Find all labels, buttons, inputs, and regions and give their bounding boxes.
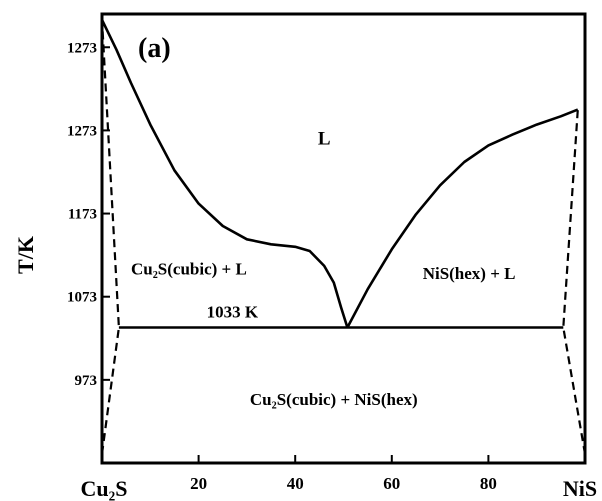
phase-boundary-liquidus-left bbox=[100, 19, 349, 328]
y-axis-ticks: 973 1073 1173 1273 1273 bbox=[67, 40, 110, 389]
y-tick-label: 1173 bbox=[68, 207, 97, 223]
phase-boundary-solvus-left bbox=[100, 19, 121, 455]
y-tick-label: 1073 bbox=[67, 290, 97, 306]
region-label: 1033 K bbox=[207, 303, 259, 322]
x-end-label-left: Cu₂S bbox=[81, 476, 128, 501]
phase-boundary-liquidus-right bbox=[346, 108, 579, 329]
x-axis-ticks: 20 40 60 80 bbox=[190, 455, 497, 493]
y-tick-label: 973 bbox=[75, 373, 98, 389]
region-label: L bbox=[318, 129, 331, 150]
phase-boundaries bbox=[100, 19, 587, 455]
x-tick-label: 60 bbox=[383, 474, 400, 493]
x-tick-label: 20 bbox=[190, 474, 207, 493]
y-axis-label: T/K bbox=[13, 236, 38, 274]
y-tick-label: 1273 bbox=[67, 40, 97, 56]
x-tick-label: 40 bbox=[287, 474, 304, 493]
plot-frame bbox=[100, 12, 587, 465]
region-label: Cu₂S(cubic) + L bbox=[131, 259, 247, 278]
region-label: NiS(hex) + L bbox=[423, 264, 516, 283]
phase-boundary-solvus-right bbox=[562, 109, 587, 455]
panel-label: (a) bbox=[138, 33, 171, 64]
region-label: Cu₂S(cubic) + NiS(hex) bbox=[250, 390, 418, 409]
region-labels: L Cu₂S(cubic) + L NiS(hex) + L 1033 K Cu₂S(c… bbox=[131, 129, 516, 409]
y-tick-label: 1273 bbox=[67, 123, 97, 139]
x-end-label-right: NiS bbox=[563, 476, 597, 501]
x-tick-label: 80 bbox=[480, 474, 497, 493]
